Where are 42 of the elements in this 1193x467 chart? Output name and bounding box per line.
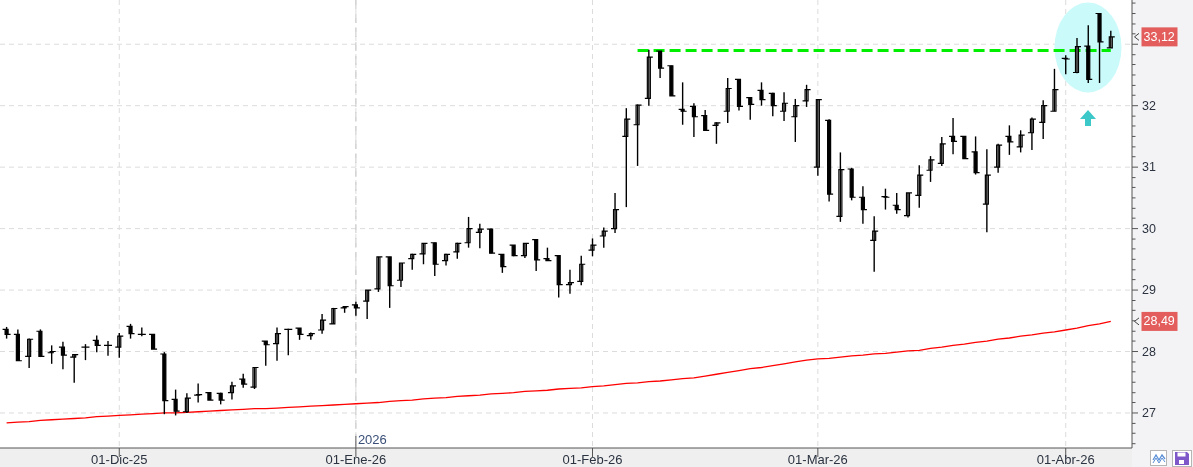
candlestick — [632, 103, 643, 167]
candlestick — [1049, 68, 1060, 112]
candlestick — [711, 121, 722, 145]
text: 33,12 — [1143, 29, 1175, 44]
x-tick-label: 01-Mar-26 — [787, 452, 848, 467]
y-tick-label: 32 — [1142, 98, 1156, 113]
candlestick — [1004, 124, 1014, 156]
candlestick — [261, 340, 271, 367]
candlestick — [666, 65, 676, 97]
line-series — [5, 320, 1112, 424]
candlestick — [801, 84, 812, 108]
candlestick — [925, 155, 936, 183]
candlestick — [678, 81, 688, 126]
candlestick — [69, 353, 79, 384]
candlestick — [171, 388, 181, 417]
candlestick — [418, 242, 429, 265]
candlestick — [1061, 54, 1071, 76]
candlestick — [497, 253, 507, 274]
candlestick — [249, 366, 260, 390]
x-tick-label: 01-Dic-25 — [91, 452, 148, 467]
text: 28,49 — [1143, 314, 1175, 329]
candlestick — [835, 151, 845, 223]
candlestick — [1094, 12, 1105, 84]
y-tick-label: 29 — [1142, 283, 1156, 298]
y-tick-label: 27 — [1142, 405, 1156, 420]
candlestick — [970, 135, 981, 176]
candlestick — [599, 226, 609, 249]
candlestick — [959, 135, 969, 160]
x-tick-label: 01-Feb-26 — [562, 452, 623, 467]
x-tick-label: 01-Abr-26 — [1036, 452, 1095, 467]
candlestick — [756, 81, 767, 107]
candlestick — [35, 328, 45, 358]
y-tick-label: 28 — [1142, 344, 1156, 359]
annotation: 2026 — [357, 432, 387, 447]
y-tick-label: 31 — [1142, 160, 1156, 175]
x-tick-label: 01-Ene-26 — [325, 452, 387, 467]
candlestick — [880, 187, 891, 211]
candlestick — [463, 216, 474, 249]
candlestick — [193, 382, 203, 404]
candlestick — [148, 333, 158, 350]
y-tick-label: 30 — [1142, 221, 1156, 236]
candlestick — [373, 256, 384, 293]
